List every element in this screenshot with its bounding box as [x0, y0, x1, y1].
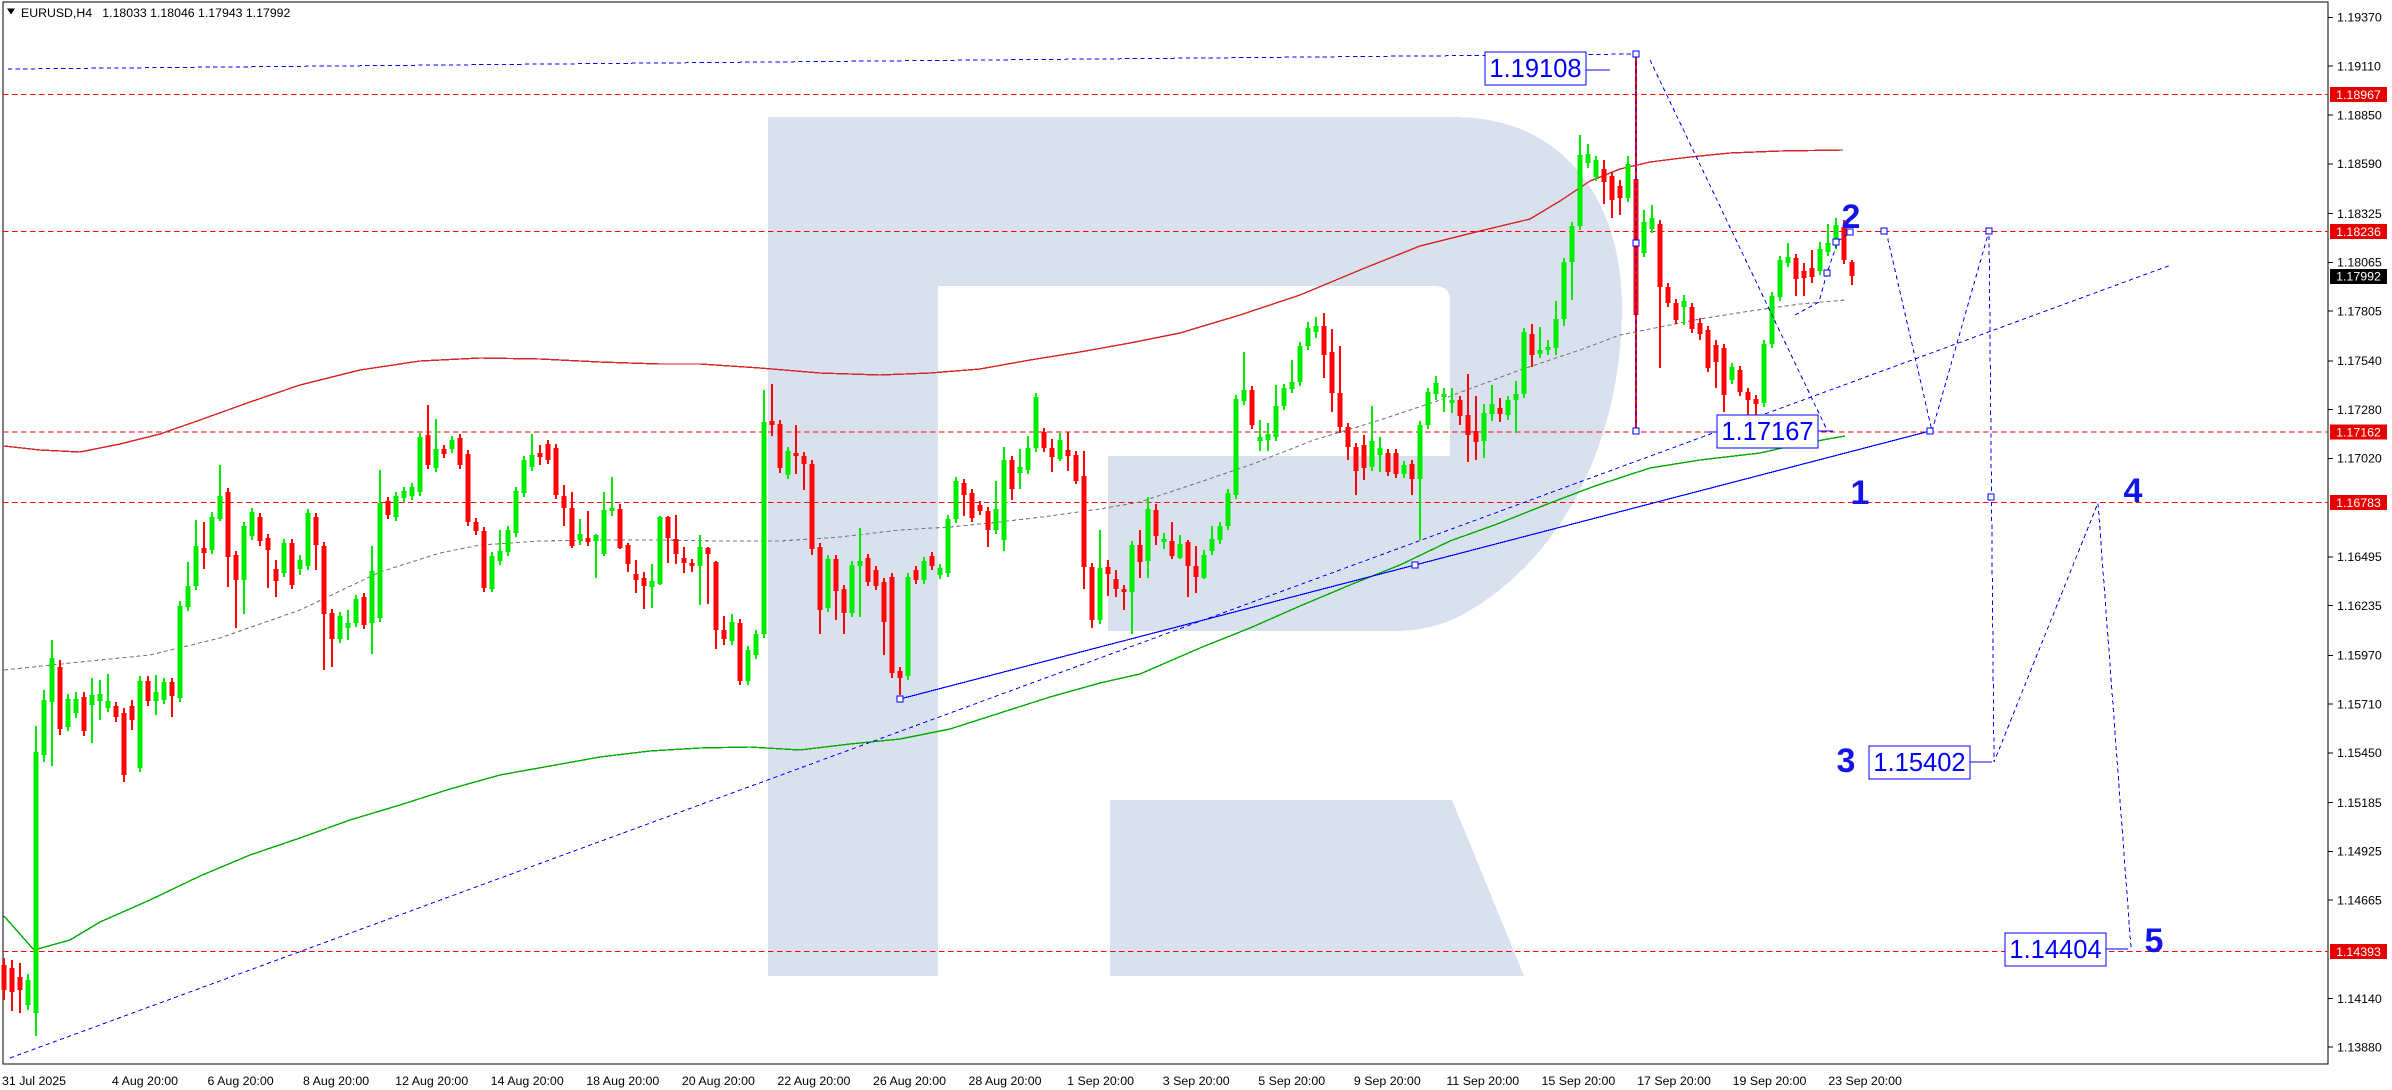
svg-text:1.14393: 1.14393 [2336, 945, 2381, 959]
svg-text:1.18590: 1.18590 [2337, 157, 2382, 171]
svg-text:1.19110: 1.19110 [2337, 60, 2381, 74]
svg-text:6 Aug 20:00: 6 Aug 20:00 [208, 1074, 274, 1088]
svg-text:22 Aug 20:00: 22 Aug 20:00 [777, 1074, 850, 1088]
svg-text:4: 4 [2124, 472, 2143, 510]
svg-text:8 Aug 20:00: 8 Aug 20:00 [303, 1074, 369, 1088]
svg-text:1.14925: 1.14925 [2337, 845, 2382, 859]
svg-text:1.14140: 1.14140 [2337, 992, 2382, 1006]
svg-text:1.18325: 1.18325 [2337, 207, 2382, 221]
svg-text:EURUSD,H4 1.18033 1.18046 1.: EURUSD,H4 1.18033 1.18046 1.17943 1.1799… [21, 6, 291, 20]
svg-text:28 Aug 20:00: 28 Aug 20:00 [968, 1074, 1041, 1088]
svg-text:1.19370: 1.19370 [2337, 11, 2382, 25]
svg-text:1.15970: 1.15970 [2337, 649, 2382, 663]
svg-text:1.17020: 1.17020 [2337, 452, 2382, 466]
svg-text:1.14665: 1.14665 [2337, 893, 2382, 907]
svg-text:1.16783: 1.16783 [2336, 496, 2381, 510]
svg-text:1.19108: 1.19108 [1489, 55, 1581, 83]
svg-text:1.15185: 1.15185 [2337, 796, 2382, 810]
svg-text:1.17805: 1.17805 [2337, 304, 2382, 318]
svg-text:4 Aug 20:00: 4 Aug 20:00 [112, 1074, 178, 1088]
svg-text:3: 3 [1837, 742, 1856, 780]
svg-text:1.17992: 1.17992 [2336, 270, 2381, 284]
svg-text:1.16495: 1.16495 [2337, 550, 2382, 564]
svg-text:9 Sep 20:00: 9 Sep 20:00 [1354, 1074, 1421, 1088]
svg-text:1.18850: 1.18850 [2337, 108, 2382, 122]
svg-text:1: 1 [1851, 474, 1870, 512]
svg-text:14 Aug 20:00: 14 Aug 20:00 [491, 1074, 564, 1088]
svg-text:31 Jul 2025: 31 Jul 2025 [2, 1074, 66, 1088]
svg-text:1 Sep 20:00: 1 Sep 20:00 [1067, 1074, 1134, 1088]
svg-text:20 Aug 20:00: 20 Aug 20:00 [682, 1074, 755, 1088]
svg-text:1.14404: 1.14404 [2009, 936, 2101, 964]
svg-text:2: 2 [1842, 198, 1861, 236]
svg-text:19 Sep 20:00: 19 Sep 20:00 [1733, 1074, 1807, 1088]
svg-text:1.17280: 1.17280 [2337, 403, 2382, 417]
svg-text:1.13880: 1.13880 [2337, 1041, 2382, 1055]
svg-text:23 Sep 20:00: 23 Sep 20:00 [1828, 1074, 1902, 1088]
svg-text:1.18236: 1.18236 [2336, 225, 2381, 239]
svg-text:1.17167: 1.17167 [1721, 418, 1813, 446]
svg-text:1.15710: 1.15710 [2337, 697, 2382, 711]
svg-text:26 Aug 20:00: 26 Aug 20:00 [873, 1074, 946, 1088]
svg-text:15 Sep 20:00: 15 Sep 20:00 [1542, 1074, 1616, 1088]
svg-text:12 Aug 20:00: 12 Aug 20:00 [395, 1074, 468, 1088]
svg-text:5: 5 [2145, 922, 2164, 960]
svg-text:5 Sep 20:00: 5 Sep 20:00 [1258, 1074, 1325, 1088]
svg-text:1.15450: 1.15450 [2337, 746, 2382, 760]
svg-text:1.18065: 1.18065 [2337, 256, 2382, 270]
svg-text:3 Sep 20:00: 3 Sep 20:00 [1163, 1074, 1230, 1088]
svg-text:1.17162: 1.17162 [2336, 426, 2381, 440]
svg-text:1.17540: 1.17540 [2337, 354, 2382, 368]
svg-text:1.15402: 1.15402 [1873, 749, 1965, 777]
svg-text:1.16235: 1.16235 [2337, 599, 2382, 613]
svg-text:18 Aug 20:00: 18 Aug 20:00 [586, 1074, 659, 1088]
svg-text:11 Sep 20:00: 11 Sep 20:00 [1446, 1074, 1519, 1088]
svg-text:1.18967: 1.18967 [2336, 88, 2381, 102]
svg-text:17 Sep 20:00: 17 Sep 20:00 [1637, 1074, 1711, 1088]
